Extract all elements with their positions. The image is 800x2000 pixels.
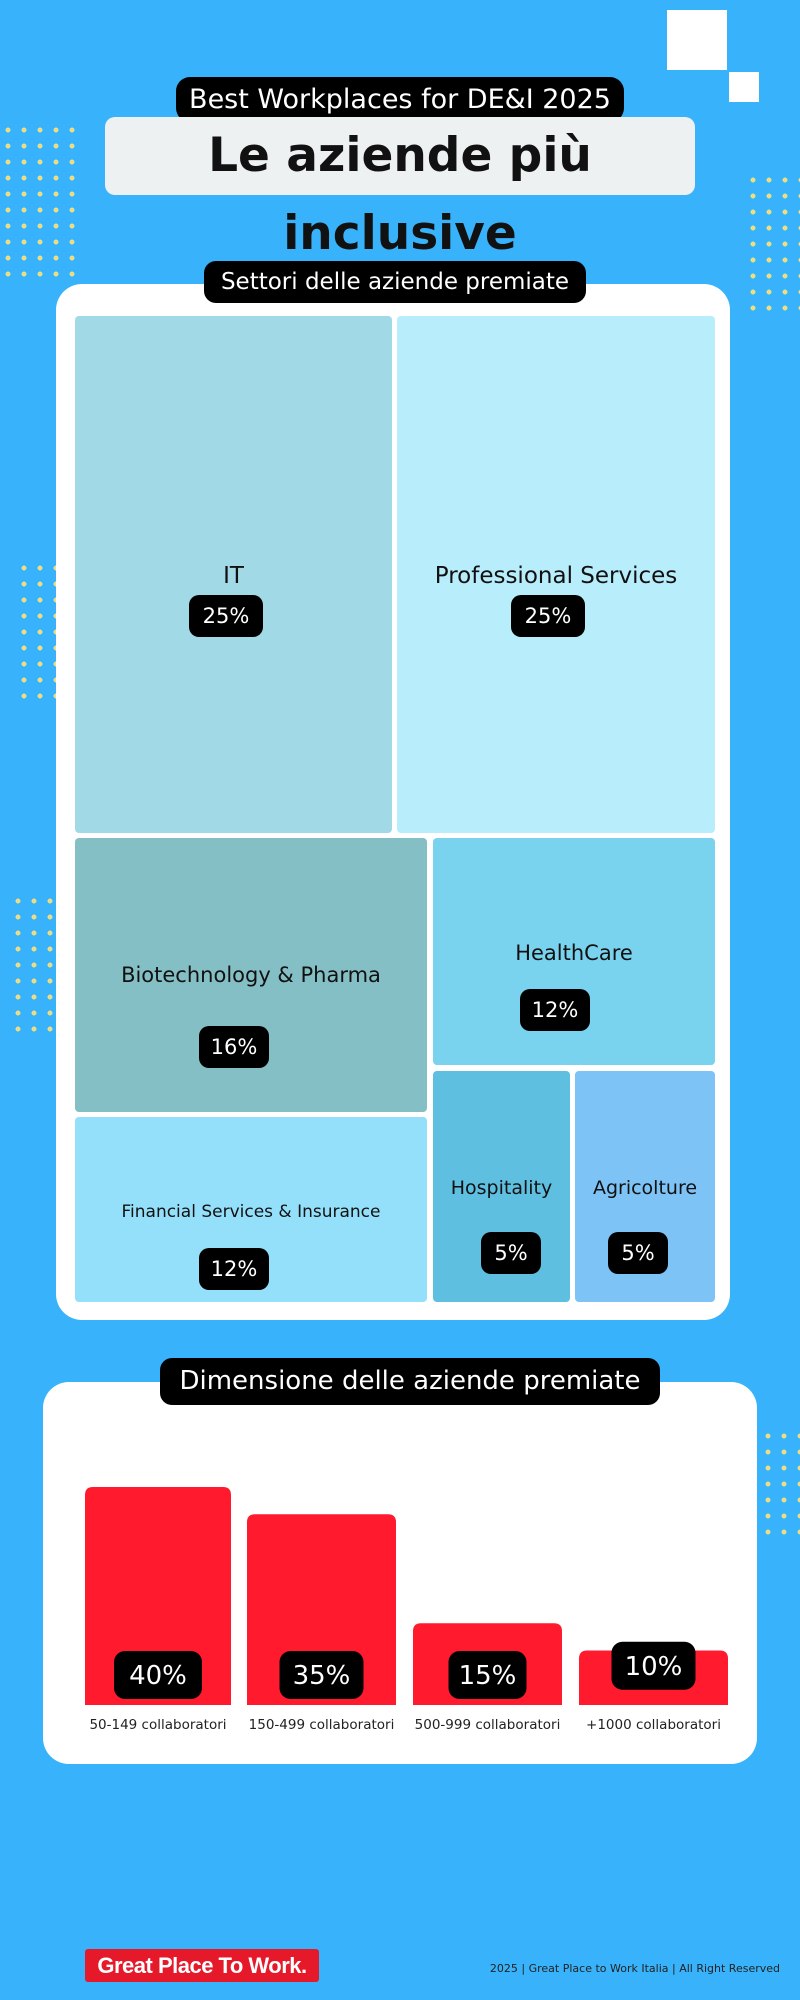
bar-category-label: 150-499 collaboratori <box>249 1717 395 1733</box>
brand-logo: Great Place To Work. <box>85 1949 319 1982</box>
bar-category-label: +1000 collaboratori <box>586 1717 721 1733</box>
bar-value-label: 40% <box>129 1661 187 1691</box>
treemap-title: Settori delle aziende premiate <box>204 261 586 303</box>
decor-dots <box>760 1428 800 1538</box>
treemap-cell: Hospitality 5% <box>433 1071 570 1302</box>
treemap-cell-value: 16% <box>199 1026 269 1068</box>
treemap-cell-value: 25% <box>189 595 263 637</box>
treemap-cell-value: 5% <box>608 1232 668 1274</box>
bar <box>85 1487 231 1705</box>
treemap-cell-value: 5% <box>481 1232 541 1274</box>
bar-value-pill <box>448 1651 527 1699</box>
treemap-cell-label: Hospitality <box>450 1177 553 1199</box>
page-title: Le aziende più inclusive <box>105 117 695 261</box>
treemap-cell-label: HealthCare <box>515 941 633 965</box>
treemap-cell-value: 12% <box>520 989 590 1031</box>
treemap-cell-value: 12% <box>199 1248 269 1290</box>
bar-value-label: 35% <box>293 1661 351 1691</box>
treemap-cell: HealthCare 12% <box>433 838 715 1065</box>
treemap-cell: Professional Services 25% <box>397 316 715 833</box>
bar-category-label: 50-149 collaboratori <box>89 1717 226 1733</box>
treemap-cell-label: Professional Services <box>434 563 678 589</box>
decor-square-large <box>667 10 727 70</box>
footer-credits: 2025 | Great Place to Work Italia | All … <box>489 1962 780 1975</box>
treemap-cell-label: Biotechnology & Pharma <box>121 963 381 987</box>
treemap-cell: Financial Services & Insurance 12% <box>75 1117 427 1302</box>
treemap-cell-label: IT <box>223 563 244 589</box>
treemap-cell: IT 25% <box>75 316 392 833</box>
bar-value-pill <box>279 1651 364 1699</box>
decor-dots <box>745 172 800 320</box>
header-eyebrow: Best Workplaces for DE&I 2025 <box>176 77 624 122</box>
treemap-cell: Biotechnology & Pharma 16% <box>75 838 427 1112</box>
bar-value-pill <box>611 1641 696 1690</box>
decor-square-small <box>729 72 759 102</box>
treemap-cell-value: 25% <box>511 595 585 637</box>
bar-chart: 40% 50-149 collaboratori 35% 150-499 collab… <box>85 1487 728 1733</box>
treemap-cell-label: Agricolture <box>592 1177 698 1199</box>
bar-chart-title: Dimensione delle aziende premiate <box>160 1358 660 1405</box>
bar-value-pill <box>114 1651 202 1699</box>
bar-value-label: 10% <box>625 1652 683 1682</box>
treemap-cell: Agricolture 5% <box>575 1071 715 1302</box>
bar-category-label: 500-999 collaboratori <box>415 1717 561 1733</box>
treemap-cell-label: Financial Services & Insurance <box>121 1202 381 1222</box>
decor-dots <box>0 122 80 282</box>
bar-value-label: 15% <box>459 1661 517 1691</box>
